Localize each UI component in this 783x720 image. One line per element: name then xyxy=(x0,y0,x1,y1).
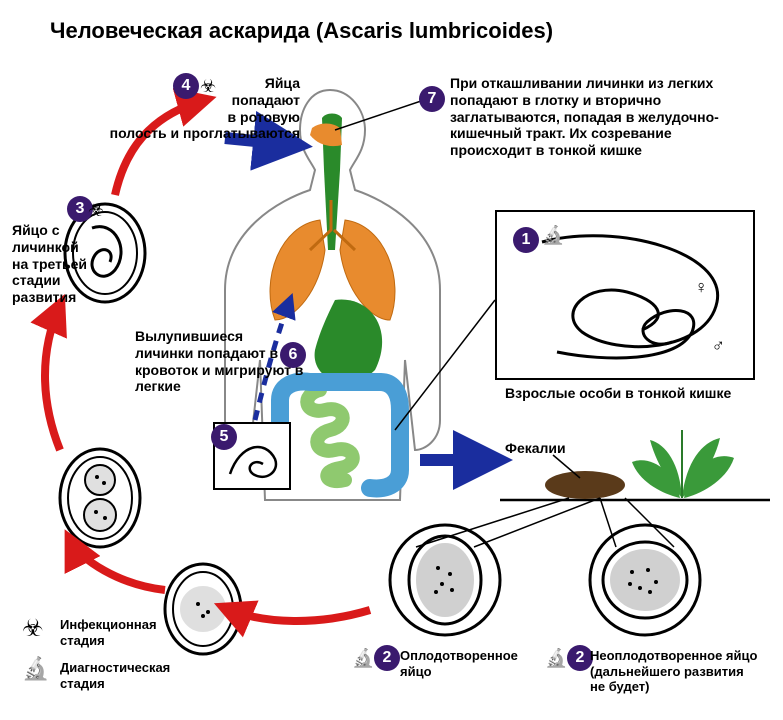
step6-label: Вылупившиеся личинки попадают в кровоток… xyxy=(135,328,305,395)
male-symbol: ♂ xyxy=(712,335,726,356)
microscope-icon: 🔬 xyxy=(352,648,374,669)
stage-badge-1: 1 xyxy=(513,227,539,253)
biohazard-icon: ☣ xyxy=(88,200,104,221)
zoom-infertile xyxy=(560,520,730,640)
stage-badge-5: 5 xyxy=(211,424,237,450)
feces-label: Фекалии xyxy=(505,440,585,457)
legend-diagnostic-label: Диагностическая стадия xyxy=(60,660,220,691)
stage-badge-7: 7 xyxy=(419,86,445,112)
step3-label: Яйцо с личинкой на третьей стадии развит… xyxy=(12,222,102,306)
legend-biohazard-icon: ☣ xyxy=(22,614,44,643)
diagram-title: Человеческая аскарида (Ascaris lumbricoi… xyxy=(50,18,553,44)
step7-label: При откашливании личинки из легких попад… xyxy=(450,75,750,159)
infertile-label: Неоплодотворенное яйцо (дальнейшего разв… xyxy=(590,648,783,695)
legend-microscope-icon: 🔬 xyxy=(22,656,49,682)
microscope-icon: 🔬 xyxy=(542,225,564,246)
stage-badge-2: 2 xyxy=(374,645,400,671)
microscope-icon: 🔬 xyxy=(545,648,567,669)
zoom-fertile xyxy=(360,520,530,640)
step4-label: Яйца попадают в ротовую полость и прогла… xyxy=(70,75,300,142)
adults-label: Взрослые особи в тонкой кишке xyxy=(505,385,765,402)
biohazard-icon: ☣ xyxy=(200,76,216,97)
legend-infectious-label: Инфекционная стадия xyxy=(60,617,210,648)
female-symbol: ♀ xyxy=(695,277,709,298)
egg-two-cell xyxy=(55,445,145,551)
